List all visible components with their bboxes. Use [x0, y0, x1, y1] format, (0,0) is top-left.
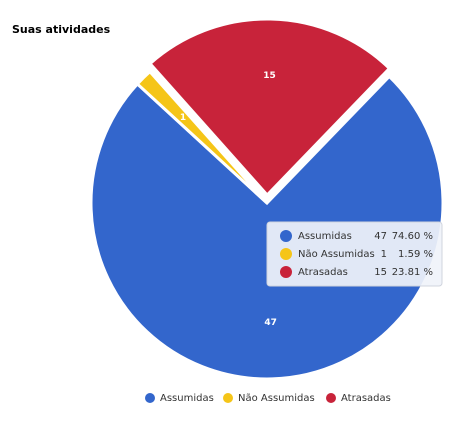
tooltip-name: Atrasadas: [298, 267, 348, 278]
legend-label[interactable]: Atrasadas: [341, 393, 391, 404]
legend-swatch[interactable]: [326, 393, 336, 403]
tooltip-rows: Assumidas 47 74.60 % Não Assumidas 1 1.59 % At…: [280, 230, 433, 278]
tooltip-percent: 1.59 %: [398, 249, 433, 260]
tooltip-percent: 23.81 %: [392, 267, 433, 278]
tooltip-value: 47: [374, 231, 387, 242]
data-labels: 47 1 15: [180, 71, 277, 328]
legend: Assumidas Não Assumidas Atrasadas: [145, 393, 391, 404]
tooltip-swatch: [280, 230, 292, 242]
legend-label[interactable]: Não Assumidas: [238, 393, 315, 404]
legend-swatch[interactable]: [145, 393, 155, 403]
tooltip-value: 1: [381, 249, 387, 260]
tooltip-swatch: [280, 266, 292, 278]
pie-slice[interactable]: [135, 69, 269, 205]
legend-swatch[interactable]: [223, 393, 233, 403]
tooltip-percent: 74.60 %: [392, 231, 433, 242]
tooltip-name: Não Assumidas: [298, 249, 375, 260]
tooltip: [266, 221, 443, 287]
pie-slice[interactable]: [147, 17, 392, 198]
data-label: 15: [263, 71, 276, 81]
data-label: 47: [264, 318, 277, 328]
tooltip-swatch: [280, 248, 292, 260]
chart-title: Suas atividades: [12, 23, 111, 36]
legend-label[interactable]: Assumidas: [160, 393, 214, 404]
tooltip-name: Assumidas: [298, 231, 352, 242]
data-label: 1: [180, 113, 186, 123]
tooltip-value: 15: [374, 267, 387, 278]
